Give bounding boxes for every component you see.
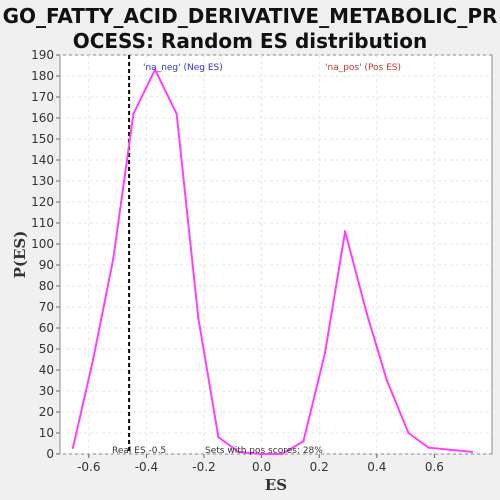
data-point <box>91 358 95 361</box>
y-tick-label: 30 <box>39 384 54 398</box>
y-tick-label: 110 <box>31 216 54 230</box>
y-tick-label: 190 <box>31 48 54 62</box>
y-tick-label: 70 <box>39 300 54 314</box>
data-point <box>237 450 240 454</box>
es-distribution-line <box>71 67 472 455</box>
data-point <box>112 257 115 260</box>
data-point <box>280 452 283 456</box>
plot-area <box>59 54 493 455</box>
data-point <box>427 446 430 449</box>
y-tick-label: 20 <box>39 405 54 419</box>
data-point <box>175 112 178 116</box>
y-tick-label: 10 <box>39 426 54 440</box>
pos-scores-annotation: Sets with pos scores: 28% <box>205 446 323 456</box>
data-point <box>217 436 220 439</box>
y-axis-label: P(ES) <box>11 231 29 279</box>
y-tick-label: 180 <box>31 69 54 83</box>
data-point <box>385 379 389 382</box>
x-tick-label: -0.4 <box>135 460 158 474</box>
data-point <box>197 316 200 319</box>
x-tick-label: -0.6 <box>77 460 100 474</box>
x-tick-label: -0.2 <box>192 460 215 474</box>
series-group <box>71 67 474 456</box>
y-tick-label: 150 <box>31 132 54 146</box>
y-axis: 0 10 20 30 40 50 60 70 80 90 100 110 120 130 140 150 160… <box>31 48 60 461</box>
data-point <box>323 352 327 355</box>
x-tick-label: 0.6 <box>425 460 444 474</box>
y-tick-label: 160 <box>31 111 54 125</box>
y-tick-label: 170 <box>31 90 54 104</box>
chart-title: GO_FATTY_ACID_DERIVATIVE_METABOLIC_PR OC… <box>0 4 500 54</box>
y-tick-label: 50 <box>39 342 54 356</box>
x-axis: -0.6 -0.4 -0.2 0.0 0.2 0.4 0.6 <box>77 454 444 474</box>
data-point <box>449 448 452 451</box>
data-point <box>71 446 75 449</box>
data-point <box>343 230 347 233</box>
data-point <box>365 312 368 315</box>
y-tick-label: 140 <box>31 153 54 167</box>
grid-lines <box>60 54 492 455</box>
y-tick-label: 0 <box>46 447 54 461</box>
y-tick-label: 80 <box>39 279 54 293</box>
real-es-annotation: Real ES -0.5 <box>112 446 166 456</box>
data-point <box>470 450 474 454</box>
data-point <box>407 431 410 435</box>
chart-title-line-1: GO_FATTY_ACID_DERIVATIVE_METABOLIC_PR <box>2 4 498 28</box>
y-tick-label: 60 <box>39 321 54 335</box>
data-point <box>153 68 157 71</box>
y-tick-label: 120 <box>31 195 54 209</box>
data-point <box>132 112 135 116</box>
y-tick-label: 90 <box>39 258 54 272</box>
y-tick-label: 40 <box>39 363 54 377</box>
data-point <box>302 440 305 443</box>
data-point <box>258 452 262 456</box>
neg-es-annotation: 'na_neg' (Neg ES) <box>143 63 223 73</box>
x-tick-label: 0.4 <box>367 460 386 474</box>
y-tick-label: 130 <box>31 174 54 188</box>
y-tick-label: 100 <box>31 237 54 251</box>
pos-es-annotation: 'na_pos' (Pos ES) <box>325 63 401 73</box>
chart-title-line-2: OCESS: Random ES distribution <box>72 29 428 53</box>
x-tick-label: 0.0 <box>252 460 271 474</box>
x-axis-label: ES <box>265 476 287 494</box>
x-tick-label: 0.2 <box>310 460 329 474</box>
